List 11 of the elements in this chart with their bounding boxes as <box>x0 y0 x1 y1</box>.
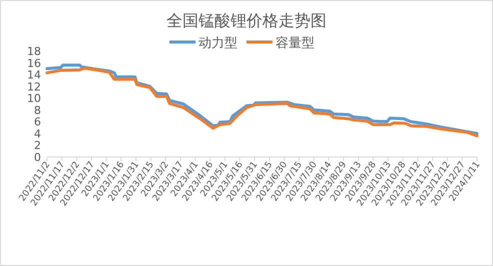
title: 全国锰酸锂价格走势图 <box>166 11 326 30</box>
ytick: 18 <box>27 45 41 58</box>
ytick: 6 <box>34 116 41 129</box>
ytick: 0 <box>34 151 41 164</box>
ytick: 12 <box>27 80 41 94</box>
ytick: 14 <box>27 68 41 82</box>
ytick: 8 <box>34 104 41 117</box>
ytick: 2 <box>34 139 41 152</box>
ytick: 4 <box>34 127 41 140</box>
ytick: 16 <box>27 56 41 70</box>
ytick: 10 <box>27 92 41 106</box>
